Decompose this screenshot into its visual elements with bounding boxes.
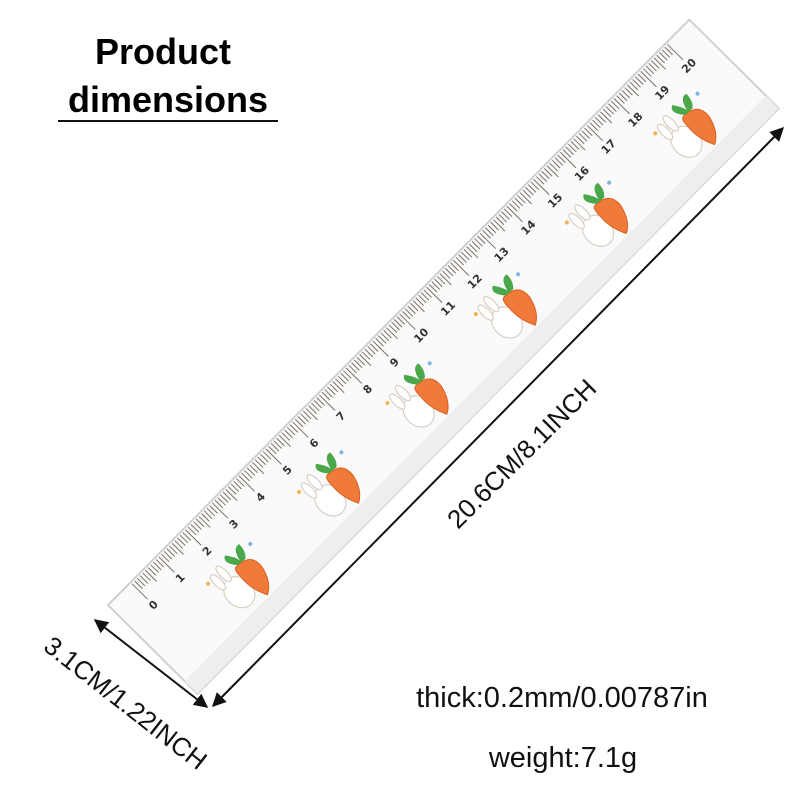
ruler-tick bbox=[153, 561, 162, 571]
ruler-tick bbox=[195, 518, 205, 528]
weight-spec: weight:7.1g bbox=[488, 742, 637, 774]
ruler-tick bbox=[600, 111, 613, 124]
title-line: Product bbox=[95, 31, 231, 72]
ruler-tick bbox=[185, 529, 202, 546]
ruler-tick bbox=[179, 534, 189, 544]
ruler-tick bbox=[602, 108, 612, 118]
ruler-tick bbox=[661, 49, 671, 58]
sparkle bbox=[695, 91, 700, 96]
ruler-tick bbox=[166, 548, 175, 557]
ruler-tick bbox=[187, 526, 197, 536]
ruler-tick bbox=[613, 98, 630, 115]
ruler-tick bbox=[134, 580, 143, 590]
ruler-tick bbox=[645, 65, 655, 75]
ruler-tick bbox=[637, 73, 647, 83]
ruler-tick bbox=[163, 550, 173, 560]
ruler-tick bbox=[624, 87, 633, 96]
ruler-tick bbox=[605, 106, 615, 115]
ruler-tick bbox=[142, 572, 151, 582]
ruler-tick bbox=[190, 524, 200, 533]
ruler-tick bbox=[664, 46, 673, 56]
ruler-tick bbox=[177, 537, 186, 546]
ruler-tick bbox=[629, 81, 639, 91]
ruler-tick bbox=[155, 559, 165, 568]
ruler-tick bbox=[659, 52, 668, 61]
ruler-edge bbox=[184, 95, 779, 694]
ruler-tick bbox=[171, 542, 184, 555]
ruler-tick bbox=[616, 95, 625, 104]
ruler-tick bbox=[640, 71, 657, 88]
ruler-tick bbox=[169, 545, 178, 555]
width-arrow bbox=[93, 619, 209, 708]
ruler-tick bbox=[648, 62, 657, 72]
ruler-tick bbox=[656, 54, 665, 64]
ruler-tick bbox=[182, 532, 191, 541]
ruler-tick bbox=[667, 44, 684, 61]
ruler-tick bbox=[174, 540, 183, 549]
ruler-tick bbox=[610, 100, 620, 110]
carrot-leaves bbox=[671, 93, 693, 115]
ruler-tick bbox=[158, 556, 175, 573]
ruler-tick bbox=[198, 515, 211, 528]
ruler-tick bbox=[139, 575, 149, 584]
ruler-tick bbox=[653, 57, 666, 70]
thickness-spec: thick:0.2mm/0.00787in bbox=[416, 682, 708, 714]
ruler-tick bbox=[626, 84, 640, 97]
ruler-tick bbox=[597, 114, 607, 123]
ruler-tick bbox=[131, 583, 148, 600]
title-line: dimensions bbox=[68, 79, 268, 120]
ruler-tick bbox=[201, 513, 210, 522]
ruler-tick bbox=[161, 553, 170, 563]
ruler-tick bbox=[618, 92, 628, 102]
ruler-tick bbox=[651, 60, 660, 69]
ruler-tick bbox=[643, 68, 652, 77]
ruler-tick bbox=[592, 119, 601, 129]
ruler-tick bbox=[608, 103, 617, 112]
ruler-tick bbox=[147, 567, 157, 576]
ruler-tick bbox=[150, 564, 159, 573]
ruler-tick bbox=[193, 521, 202, 530]
length-arrow bbox=[212, 127, 784, 707]
ruler-tick bbox=[632, 79, 641, 88]
ruler-tick bbox=[621, 89, 631, 99]
sparkle bbox=[206, 581, 211, 586]
ruler-tick bbox=[635, 76, 644, 85]
ruler-tick bbox=[203, 510, 213, 520]
ruler-tick bbox=[136, 577, 146, 587]
ruler-tick bbox=[145, 569, 158, 582]
ruler-tick bbox=[594, 116, 604, 126]
